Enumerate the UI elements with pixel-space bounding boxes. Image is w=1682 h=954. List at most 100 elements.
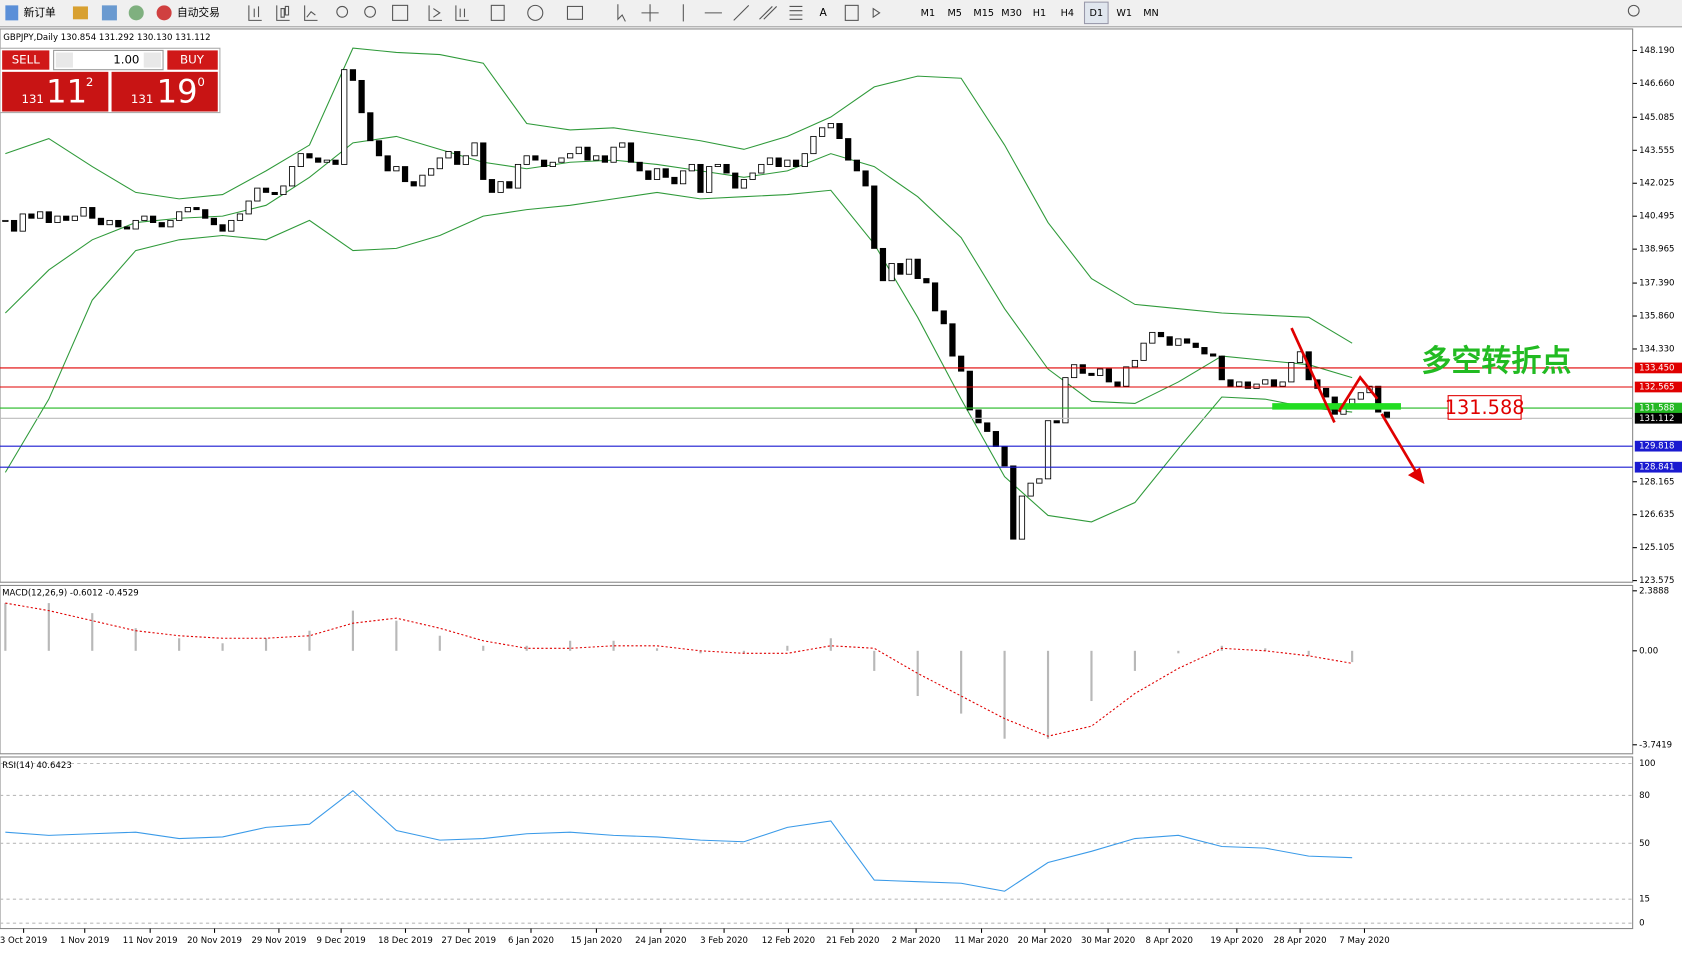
candle bbox=[358, 79, 365, 114]
periods[interactable] bbox=[527, 4, 544, 21]
candle bbox=[2, 219, 9, 222]
candle bbox=[1192, 342, 1199, 348]
shift[interactable] bbox=[455, 5, 469, 21]
bid-pips[interactable]: 11 bbox=[46, 72, 87, 110]
search[interactable] bbox=[1627, 4, 1640, 17]
candle bbox=[1070, 364, 1078, 379]
tile[interactable] bbox=[392, 4, 409, 21]
candle bbox=[1227, 379, 1234, 387]
x-tick-label: 18 Dec 2019 bbox=[378, 936, 433, 946]
bid-big[interactable]: 131 bbox=[21, 92, 44, 106]
candle bbox=[315, 157, 322, 163]
lots-up[interactable] bbox=[143, 52, 161, 68]
timeframe[interactable]: H4 bbox=[1061, 8, 1074, 19]
autoscroll[interactable] bbox=[428, 5, 442, 21]
bid-frac[interactable]: 2 bbox=[86, 75, 94, 89]
candle bbox=[1053, 420, 1060, 424]
zoom-out[interactable] bbox=[364, 5, 376, 18]
sell-button[interactable] bbox=[2, 50, 50, 70]
candle bbox=[462, 155, 469, 165]
y-tick-label: 15 bbox=[1639, 895, 1650, 905]
macd-bar bbox=[873, 650, 876, 671]
candle bbox=[975, 409, 982, 424]
candle bbox=[71, 215, 78, 221]
candle bbox=[992, 431, 1000, 447]
level-label: 128.841 bbox=[1639, 463, 1674, 473]
candle bbox=[1262, 379, 1269, 385]
x-tick-label: 3 Feb 2020 bbox=[700, 936, 748, 946]
y-tick-label: 148.190 bbox=[1639, 46, 1674, 56]
y-tick-label: 50 bbox=[1639, 839, 1650, 849]
candle bbox=[1357, 392, 1364, 400]
sell-label[interactable]: SELL bbox=[12, 53, 40, 67]
ask-frac[interactable]: 0 bbox=[197, 75, 205, 89]
last-price-label: 131.112 bbox=[1639, 414, 1674, 424]
templates[interactable] bbox=[566, 5, 584, 20]
macd-bar bbox=[786, 645, 789, 651]
zoom-in[interactable] bbox=[336, 5, 349, 18]
candle bbox=[28, 213, 35, 219]
candle bbox=[931, 282, 939, 312]
icon[interactable] bbox=[101, 5, 117, 21]
y-tick-label: 100 bbox=[1639, 759, 1655, 769]
bollinger-lower bbox=[4, 189, 1353, 523]
x-tick-label: 28 Apr 2020 bbox=[1274, 936, 1327, 946]
timeframe[interactable]: M5 bbox=[947, 8, 961, 19]
candle bbox=[784, 159, 791, 167]
timeframe[interactable]: H1 bbox=[1033, 8, 1046, 19]
macd-bar bbox=[47, 603, 50, 651]
trendline[interactable] bbox=[733, 4, 750, 21]
candle bbox=[792, 159, 800, 167]
fibo[interactable] bbox=[789, 5, 803, 20]
candle bbox=[332, 159, 339, 165]
candle bbox=[1088, 372, 1095, 376]
candle bbox=[97, 217, 105, 226]
arrow-head bbox=[1407, 467, 1425, 485]
candle bbox=[1010, 465, 1017, 540]
channel[interactable] bbox=[759, 6, 778, 20]
new-order-icon[interactable] bbox=[5, 5, 19, 21]
bid-box[interactable] bbox=[2, 71, 109, 112]
candle-icon[interactable] bbox=[276, 5, 290, 21]
lots-down[interactable] bbox=[55, 52, 73, 68]
label-tool[interactable] bbox=[844, 4, 859, 21]
timeframe[interactable]: M1 bbox=[921, 8, 935, 19]
auto-trading[interactable]: 自动交易 bbox=[177, 6, 220, 19]
macd-bar bbox=[525, 645, 528, 651]
timeframe[interactable]: D1 bbox=[1090, 8, 1104, 19]
candle bbox=[810, 135, 817, 155]
candle bbox=[428, 168, 435, 176]
candle bbox=[1018, 495, 1026, 540]
cursor[interactable] bbox=[617, 4, 626, 22]
arrow-line bbox=[1290, 327, 1336, 424]
indicators[interactable] bbox=[490, 4, 505, 21]
bar-chart-icon[interactable] bbox=[248, 5, 262, 21]
lots-field[interactable] bbox=[53, 49, 164, 71]
buy-label[interactable]: BUY bbox=[180, 53, 205, 67]
ask-box[interactable] bbox=[111, 71, 218, 112]
arrows-tool[interactable] bbox=[872, 7, 881, 19]
level-label: 131.588 bbox=[1639, 404, 1674, 414]
trend-arrows bbox=[1290, 327, 1425, 485]
auto-trading-icon[interactable] bbox=[156, 5, 172, 21]
icon[interactable] bbox=[72, 6, 88, 20]
macd-bar bbox=[699, 650, 702, 654]
rsi-label: RSI(14) 40.6423 bbox=[2, 761, 72, 771]
ask-big[interactable]: 131 bbox=[131, 92, 154, 106]
icon[interactable] bbox=[128, 5, 144, 21]
timeframe[interactable]: W1 bbox=[1116, 8, 1132, 19]
ask-pips[interactable]: 19 bbox=[157, 72, 198, 110]
candle bbox=[653, 168, 661, 180]
timeframe[interactable]: M15 bbox=[973, 8, 994, 19]
line-icon[interactable] bbox=[304, 5, 318, 21]
lots[interactable]: 1.00 bbox=[113, 53, 139, 67]
timeframe[interactable]: MN bbox=[1143, 8, 1159, 19]
candle bbox=[80, 207, 87, 217]
text-tool[interactable]: A bbox=[820, 6, 828, 19]
new-order[interactable]: 新订单 bbox=[24, 6, 56, 19]
timeframe[interactable]: M30 bbox=[1001, 8, 1022, 19]
candle bbox=[89, 207, 96, 219]
crosshair[interactable] bbox=[641, 4, 659, 22]
buy-button[interactable] bbox=[167, 50, 218, 70]
